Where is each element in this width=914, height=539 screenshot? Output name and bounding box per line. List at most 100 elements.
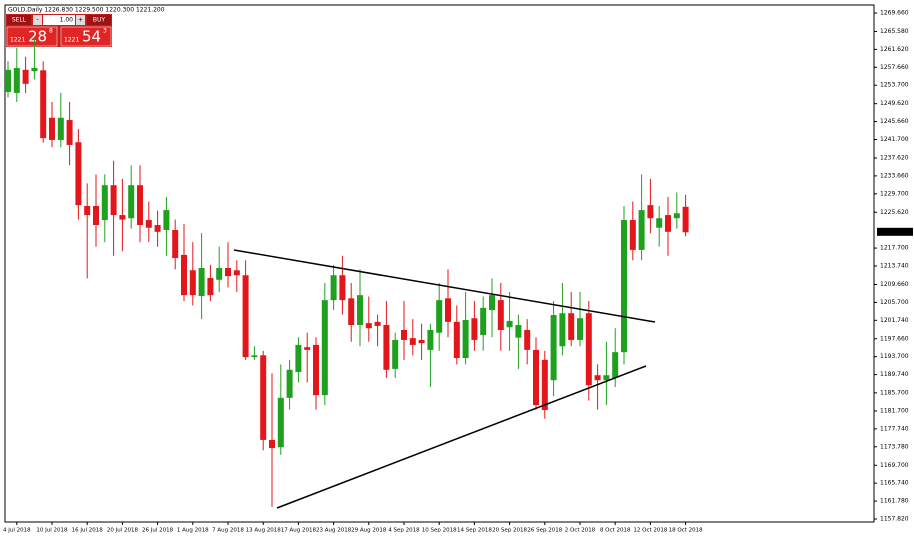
x-tick-label: 26 Jul 2018 [142,528,174,534]
y-tick-label: 1253.700 [880,82,909,89]
candle-body [339,275,346,301]
sell-label[interactable]: SELL [12,17,27,24]
x-tick-label: 12 Oct 2018 [633,528,668,534]
sell-button[interactable] [7,15,31,25]
candle-body [57,117,64,140]
plot-frame [4,4,875,523]
sell-price-box[interactable] [6,26,58,47]
x-tick-label: 16 Jul 2018 [72,528,104,534]
candle-body [621,220,627,353]
candle-body [216,268,223,280]
y-tick-label: 1201.740 [880,317,909,324]
candle-body [110,185,117,216]
candle-body [471,318,478,340]
y-tick-label: 1245.660 [880,118,909,125]
buy-button[interactable] [87,15,111,25]
candle-body [392,339,399,369]
candle-body [66,120,73,145]
y-tick-label: 1213.740 [880,263,909,270]
candle-body [524,329,531,350]
candle-body [40,70,47,139]
candle-body [515,325,522,338]
y-tick-label: 1185.700 [880,389,909,396]
x-tick-label: 4 Jul 2018 [3,528,31,534]
candle-body [313,344,319,396]
candle-body [436,300,443,333]
sell-fraction: 8 [49,28,53,35]
candle-body [198,268,205,297]
candle-body [673,213,680,219]
candle-body [49,117,55,140]
y-tick-label: 1193.700 [880,353,909,360]
volume-value[interactable]: 1.00 [60,17,74,24]
y-tick-label: 1205.700 [880,299,909,306]
candle-body [286,369,293,398]
candle-body [541,359,548,411]
y-tick-label: 1181.700 [880,407,909,414]
x-tick-label: 1 Aug 2018 [177,528,209,534]
y-tick-label: 1189.740 [880,371,909,378]
candle-body [22,69,29,84]
candle-body [383,325,390,370]
plus-button[interactable] [76,15,85,25]
candle-body [251,355,258,358]
candle-body [137,185,143,226]
candle-body [154,225,161,232]
plus-label[interactable]: + [78,17,83,24]
candle-body [629,220,636,250]
candle-body [603,375,610,381]
trade-panel: SELL - 1.00 + BUY 1221 28 8 1221 54 3 [6,14,112,47]
buy-price-box[interactable] [60,26,112,47]
last-price-marker [877,227,913,236]
candle-body [348,298,355,326]
candle-body [225,268,231,277]
y-tick-label: 1217.700 [880,245,909,252]
candle-body [277,397,284,448]
candle-body [550,315,557,381]
x-tick-label: 4 Sep 2018 [388,528,420,534]
candle-body [365,323,372,329]
candle-body [260,355,267,440]
candle-body [128,185,135,219]
x-tick-label: 7 Aug 2018 [212,528,244,534]
candle-body [480,307,487,335]
candle-body [172,229,179,259]
candle-body [656,218,663,228]
candle-body [330,275,337,301]
candle-body [189,270,196,296]
minus-button[interactable] [33,15,42,25]
y-tick-label: 1157.820 [880,516,909,523]
y-tick-label: 1269.660 [880,10,909,17]
x-tick-label: 10 Sep 2018 [422,528,457,534]
candle-body [682,206,689,233]
candle-body [638,210,645,250]
candles [5,38,689,507]
candle-body [497,300,504,330]
x-tick-label: 17 Aug 2018 [281,528,317,534]
x-tick-label: 20 Sep 2018 [492,528,527,534]
trendline [233,249,656,323]
x-tick-label: 20 Jul 2018 [107,528,139,534]
candle-body [181,254,187,296]
x-tick-label: 23 Aug 2018 [316,528,352,534]
candle-body [594,375,601,381]
y-tick-label: 1257.660 [880,64,909,71]
candle-body [533,349,539,406]
y-tick-label: 1229.700 [880,190,909,197]
y-tick-label: 1249.620 [880,100,909,107]
candle-body [577,318,583,340]
candle-body [374,321,381,326]
volume-input[interactable] [43,15,75,25]
y-tick-label: 1197.660 [880,335,909,342]
x-tick-label: 13 Aug 2018 [246,528,282,534]
buy-label[interactable]: BUY [93,17,106,24]
candle-body [427,329,434,350]
y-tick-label: 1237.620 [880,154,909,161]
x-tick-label: 29 Aug 2018 [351,528,387,534]
minus-label[interactable]: - [36,17,38,24]
candle-body [321,300,328,396]
buy-pips: 54 [82,28,101,46]
chart-title: GOLD,Daily 1226.830 1229.500 1220.300 12… [8,7,165,14]
sell-pips: 28 [28,28,47,46]
candle-body [445,298,451,322]
